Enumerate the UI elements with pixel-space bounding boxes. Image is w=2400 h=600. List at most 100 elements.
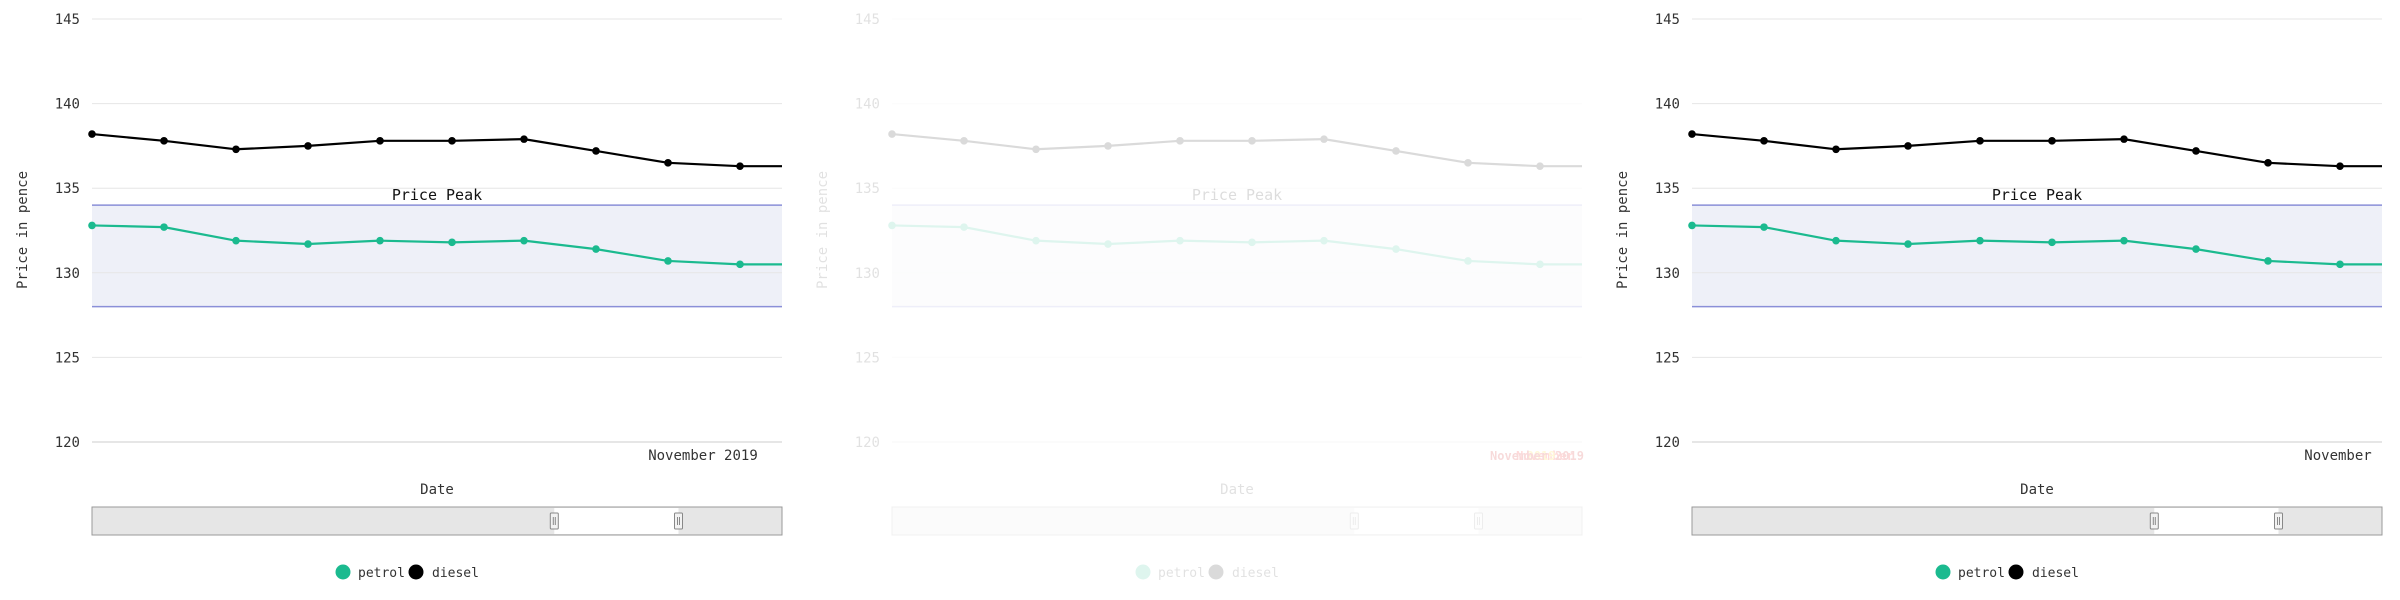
data-point-petrol <box>232 236 240 245</box>
series-line-diesel <box>891 132 1582 168</box>
data-point-petrol <box>1976 236 1984 245</box>
chart-svg: 120 125 130 135 140 145 Price Peak November2019… <box>815 12 1584 581</box>
data-point-petrol <box>2120 236 2128 245</box>
navigator-handle-left[interactable] <box>549 512 559 530</box>
chart-panel-3: 120 125 130 135 140 145 Price Peak November Pric… <box>1600 0 2400 600</box>
navigator-handle-right[interactable] <box>2274 512 2283 530</box>
price-peak-band <box>892 205 1582 307</box>
data-point-diesel <box>664 159 672 167</box>
data-point-petrol <box>1392 245 1400 253</box>
legend-marker-petrol[interactable] <box>335 564 351 580</box>
legend-marker-petrol[interactable] <box>1935 564 1951 580</box>
data-point-petrol <box>1104 240 1112 248</box>
data-point-diesel <box>736 162 744 171</box>
navigator-handle-right[interactable] <box>674 512 683 530</box>
data-point-petrol <box>2048 238 2056 247</box>
data-point-petrol <box>1536 260 1544 269</box>
navigator-track[interactable] <box>891 506 1583 536</box>
y-tick-label: 135 <box>1655 181 1680 197</box>
y-tick-label: 140 <box>1655 97 1680 113</box>
data-point-petrol <box>1760 223 1768 231</box>
x-axis-title: Date <box>420 482 454 498</box>
data-point-diesel <box>960 137 968 145</box>
y-tick-label: 140 <box>855 97 880 113</box>
data-point-petrol <box>1464 257 1472 265</box>
data-point-diesel <box>232 145 240 154</box>
data-point-diesel <box>1032 145 1040 154</box>
series-line-diesel <box>1691 132 2382 168</box>
navigator-handle-right[interactable] <box>1474 512 1483 530</box>
data-point-petrol <box>1032 236 1040 245</box>
data-point-petrol <box>1832 236 1840 245</box>
y-tick-label: 145 <box>855 12 880 28</box>
data-point-diesel <box>592 147 600 155</box>
data-point-diesel <box>1392 147 1400 155</box>
data-point-diesel <box>1104 142 1112 150</box>
data-point-diesel <box>160 137 168 145</box>
legend-marker-petrol[interactable] <box>1135 564 1151 580</box>
data-point-petrol <box>592 245 600 253</box>
data-point-diesel <box>376 137 384 145</box>
y-tick-label: 145 <box>55 12 80 28</box>
chart-svg: 120 125 130 135 140 145 Price Peak November 201… <box>15 12 783 581</box>
y-tick-label: 145 <box>1655 12 1680 28</box>
y-axis-title: Price in pence <box>15 171 31 289</box>
legend-item-petrol[interactable]: petrol <box>358 566 405 581</box>
data-point-diesel <box>2264 159 2272 167</box>
data-point-petrol <box>304 240 312 248</box>
data-point-diesel <box>1904 142 1912 150</box>
legend-item-diesel[interactable]: diesel <box>2032 566 2079 581</box>
legend-marker-diesel[interactable] <box>1208 564 1224 580</box>
band-label: Price Peak <box>392 186 482 204</box>
data-point-petrol <box>448 238 456 247</box>
data-point-diesel <box>2120 135 2128 143</box>
legend-item-petrol[interactable]: petrol <box>1958 566 2005 581</box>
data-point-petrol <box>1176 236 1184 245</box>
navigator-handle-left[interactable] <box>2149 512 2159 530</box>
x-axis-title: Date <box>2020 482 2054 498</box>
x-tick-label: 2019 <box>1527 449 1556 463</box>
data-point-petrol <box>1688 221 1696 230</box>
y-tick-label: 125 <box>55 350 80 366</box>
legend-item-diesel[interactable]: diesel <box>1232 566 1279 581</box>
data-point-diesel <box>304 142 312 150</box>
data-point-diesel <box>1176 137 1184 145</box>
chart-panel-1: 120 125 130 135 140 145 Price Peak November 201… <box>0 0 800 600</box>
data-point-diesel <box>1760 137 1768 145</box>
y-tick-label: 120 <box>855 435 880 451</box>
y-tick-label: 135 <box>855 181 880 197</box>
data-point-petrol <box>2336 260 2344 269</box>
y-tick-label: 120 <box>55 435 80 451</box>
y-tick-label: 130 <box>855 266 880 282</box>
data-point-petrol <box>376 236 384 245</box>
data-point-petrol <box>2264 257 2272 265</box>
data-point-petrol <box>736 260 744 269</box>
price-peak-band <box>1692 205 2382 307</box>
navigator-selection[interactable] <box>2154 508 2279 534</box>
data-point-petrol <box>1320 236 1328 245</box>
legend-marker-diesel[interactable] <box>408 564 424 580</box>
legend-marker-diesel[interactable] <box>2008 564 2024 580</box>
data-point-diesel <box>1688 130 1696 138</box>
y-tick-label: 130 <box>55 266 80 282</box>
y-tick-label: 125 <box>1655 350 1680 366</box>
x-tick-label: November <box>1516 449 1574 463</box>
legend-item-petrol[interactable]: petrol <box>1158 566 1205 581</box>
legend-item-diesel[interactable]: diesel <box>432 566 479 581</box>
data-point-diesel <box>520 135 528 143</box>
x-axis-title: Date <box>1220 482 1254 498</box>
y-axis-title: Price in pence <box>1615 171 1631 289</box>
data-point-petrol <box>888 221 896 230</box>
navigator-selection[interactable] <box>1354 508 1479 534</box>
navigator-handle-left[interactable] <box>1349 512 1359 530</box>
y-tick-label: 130 <box>1655 266 1680 282</box>
data-point-diesel <box>2192 147 2200 155</box>
data-point-diesel <box>1320 135 1328 143</box>
data-point-petrol <box>664 257 672 265</box>
data-point-diesel <box>2048 137 2056 145</box>
navigator-selection[interactable] <box>554 508 679 534</box>
y-axis-title: Price in pence <box>815 171 831 289</box>
data-point-diesel <box>1464 159 1472 167</box>
data-point-diesel <box>1536 162 1544 171</box>
chart-svg: 120 125 130 135 140 145 Price Peak November Pric… <box>1615 12 2383 581</box>
